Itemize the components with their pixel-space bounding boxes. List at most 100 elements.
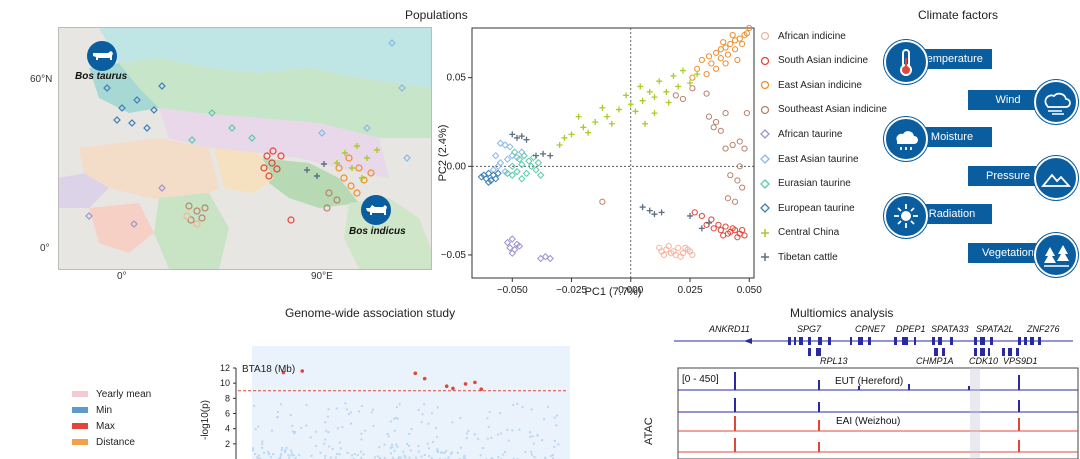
- pca-point: [520, 151, 528, 160]
- gwas-background-point: [553, 416, 556, 419]
- multiomics-title: Multiomics analysis: [790, 306, 894, 320]
- gwas-background-point: [465, 437, 468, 440]
- populations-title: Populations: [405, 8, 468, 22]
- pca-point: [651, 94, 658, 101]
- pca-point: [698, 56, 705, 64]
- pca-point: [687, 212, 694, 219]
- map-central-china-markers: [334, 143, 380, 181]
- gwas-background-point: [404, 456, 407, 459]
- pca-point: [518, 148, 526, 156]
- multiomics-gene-track: [674, 337, 1079, 459]
- legend-label: European taurine: [778, 202, 855, 214]
- gwas-background-point: [328, 445, 331, 448]
- gene-label-dpep1: DPEP1: [896, 324, 926, 334]
- gwas-background-point: [427, 447, 430, 450]
- pca-point: [522, 169, 531, 178]
- climate-temperature-pill: Temperature: [912, 49, 992, 69]
- gwas-significant-point: [473, 380, 477, 385]
- pca-point: [608, 120, 615, 127]
- pca-point: [651, 211, 658, 218]
- gwas-background-point: [292, 454, 295, 457]
- gwas-background-point: [335, 407, 338, 410]
- pca-point: [658, 209, 665, 216]
- pca-point: [734, 234, 741, 241]
- gwas-background-point: [420, 421, 423, 424]
- map-eurasian-taurine-markers: [188, 109, 256, 144]
- pca-point: [585, 129, 592, 136]
- gwas-background-point: [294, 456, 297, 459]
- gwas-background-point: [436, 448, 439, 451]
- gwas-background-point: [546, 405, 549, 408]
- gwas-background-point: [530, 408, 533, 411]
- pca-point: [708, 60, 715, 67]
- gwas-background-point: [383, 456, 386, 459]
- pca-point: [729, 225, 736, 232]
- pca-point: [677, 253, 684, 260]
- legend-marker: [760, 129, 770, 140]
- gwas-background-point: [553, 439, 556, 442]
- pca-point: [599, 104, 606, 111]
- gwas-significant-point: [281, 370, 286, 375]
- gwas-background-point: [280, 449, 283, 452]
- gwas-background-point: [555, 424, 558, 427]
- gwas-background-point: [326, 415, 329, 418]
- legend-marker: [760, 80, 770, 90]
- gwas-background-point: [430, 457, 433, 459]
- gwas-background-point: [269, 456, 272, 459]
- gwas-background-point: [279, 454, 282, 457]
- pca-point: [741, 145, 748, 152]
- gwas-y-tick-label: 12: [220, 363, 230, 373]
- gene-label-spata2l: SPATA2L: [976, 324, 1014, 334]
- gwas-background-point: [261, 440, 264, 443]
- map-african-taurine-markers: [85, 184, 166, 228]
- pca-point: [675, 244, 682, 251]
- legend-marker: [760, 178, 770, 189]
- gwas-background-point: [409, 449, 412, 452]
- climate-radiation-pill: Radiation: [912, 204, 992, 224]
- gwas-manhattan-plot: 2 4 6 8 10 12 BTA18 (Mb) -log10(p): [200, 346, 570, 459]
- gwas-background-point: [427, 422, 430, 425]
- gwas-significant-point: [444, 384, 449, 388]
- gene-label-chmp1a: CHMP1A: [916, 356, 954, 366]
- pca-point: [632, 108, 639, 115]
- pca-point: [525, 157, 533, 165]
- gwas-background-point: [536, 433, 539, 436]
- gwas-background-point: [420, 455, 423, 458]
- pca-point: [682, 244, 689, 251]
- gwas-background-point: [285, 446, 288, 449]
- pca-point: [491, 175, 500, 183]
- pca-point: [615, 106, 622, 113]
- pca-point: [694, 71, 701, 78]
- gwas-significant-point: [463, 382, 468, 386]
- pca-axis-ticks: −0.050 −0.025 0.000 0.025 0.050 0.05 0.00 −0.05: [441, 73, 762, 296]
- gwas-background-point: [479, 454, 482, 457]
- pca-point: [670, 72, 677, 79]
- gwas-background-point: [383, 443, 386, 446]
- pca-point: [627, 101, 634, 108]
- gwas-background-point: [350, 422, 353, 425]
- gwas-background-point: [293, 432, 296, 435]
- pca-point: [710, 225, 717, 232]
- gene-label-spata33: SPATA33: [931, 324, 969, 334]
- gwas-background-point: [324, 455, 327, 458]
- gene-exon-blocks: [744, 337, 1041, 356]
- gwas-background-point: [417, 409, 420, 412]
- gwas-legend-swatch: [72, 439, 88, 445]
- gwas-background-point: [370, 411, 373, 414]
- pca-point: [715, 221, 722, 228]
- gwas-background-point: [397, 456, 400, 459]
- gwas-background-point: [445, 450, 448, 453]
- gwas-background-point: [324, 421, 327, 424]
- pca-point: [724, 195, 732, 202]
- gwas-background-point: [336, 453, 339, 456]
- gwas-background-point: [408, 456, 411, 459]
- pca-points: [477, 24, 753, 263]
- legend-item: Central China: [760, 225, 839, 241]
- gwas-background: [252, 346, 570, 459]
- pca-point: [514, 134, 521, 141]
- legend-item: Tibetan cattle: [760, 249, 838, 265]
- pca-point: [494, 169, 502, 178]
- gene-label-znf276: ZNF276: [1027, 324, 1060, 334]
- gwas-background-point: [323, 457, 326, 459]
- gwas-background-point: [467, 429, 470, 432]
